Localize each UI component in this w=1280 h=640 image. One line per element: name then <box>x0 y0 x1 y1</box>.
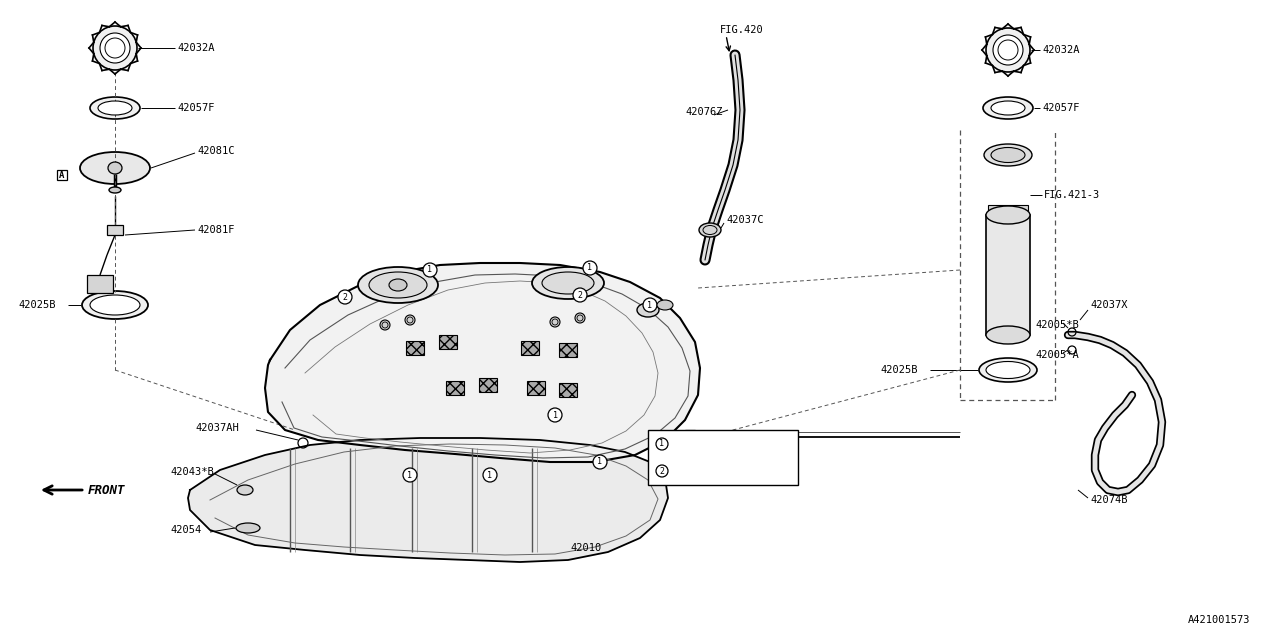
Bar <box>108 225 123 235</box>
Ellipse shape <box>237 485 253 495</box>
Circle shape <box>380 320 390 330</box>
Text: 42054: 42054 <box>170 525 201 535</box>
Bar <box>685 430 695 440</box>
Ellipse shape <box>369 272 428 298</box>
Polygon shape <box>265 263 700 462</box>
Bar <box>527 381 545 395</box>
Ellipse shape <box>109 187 122 193</box>
Text: 42010: 42010 <box>570 543 602 553</box>
Ellipse shape <box>79 152 150 184</box>
Circle shape <box>483 468 497 482</box>
Ellipse shape <box>986 28 1030 72</box>
Text: 42081C: 42081C <box>197 146 234 156</box>
Text: 42057F: 42057F <box>1042 103 1079 113</box>
Circle shape <box>593 455 607 469</box>
Circle shape <box>657 465 668 477</box>
Text: FRONT: FRONT <box>88 483 125 497</box>
Text: 1: 1 <box>407 470 412 479</box>
Ellipse shape <box>657 300 673 310</box>
Text: 1: 1 <box>428 266 433 275</box>
Text: 42076Z: 42076Z <box>685 107 722 117</box>
Circle shape <box>575 313 585 323</box>
Text: 42005*B: 42005*B <box>1036 320 1079 330</box>
Circle shape <box>338 290 352 304</box>
Ellipse shape <box>358 267 438 303</box>
Text: 42037AH: 42037AH <box>195 423 239 433</box>
Ellipse shape <box>389 279 407 291</box>
Text: 42043J: 42043J <box>682 439 719 449</box>
Polygon shape <box>188 438 668 562</box>
Circle shape <box>404 315 415 325</box>
Text: 42005*A: 42005*A <box>1036 350 1079 360</box>
Ellipse shape <box>637 303 659 317</box>
Circle shape <box>550 317 561 327</box>
Text: 42081F: 42081F <box>197 225 234 235</box>
Circle shape <box>548 408 562 422</box>
Ellipse shape <box>991 147 1025 163</box>
Circle shape <box>643 298 657 312</box>
Text: 42025B: 42025B <box>18 300 55 310</box>
Text: 2: 2 <box>659 467 664 476</box>
Bar <box>559 383 577 397</box>
Text: 42037C: 42037C <box>726 215 763 225</box>
Text: 1: 1 <box>648 301 653 310</box>
Ellipse shape <box>541 272 594 294</box>
Ellipse shape <box>991 101 1025 115</box>
Ellipse shape <box>108 162 122 174</box>
Ellipse shape <box>93 26 137 70</box>
Ellipse shape <box>100 33 131 63</box>
Ellipse shape <box>532 267 604 299</box>
Circle shape <box>403 468 417 482</box>
Bar <box>479 378 497 392</box>
Text: 2: 2 <box>343 292 347 301</box>
Text: 1: 1 <box>659 440 664 449</box>
Text: A421001573: A421001573 <box>1188 615 1251 625</box>
Text: 1: 1 <box>588 264 593 273</box>
Circle shape <box>422 263 436 277</box>
Text: 42032A: 42032A <box>177 43 215 53</box>
Ellipse shape <box>986 326 1030 344</box>
Ellipse shape <box>99 101 132 115</box>
Text: FIG.421-3: FIG.421-3 <box>1044 190 1101 200</box>
Bar <box>521 341 539 355</box>
Bar <box>988 205 1028 215</box>
Ellipse shape <box>236 523 260 533</box>
Bar <box>58 170 67 180</box>
Text: FIG.420: FIG.420 <box>719 25 764 35</box>
Circle shape <box>657 438 668 450</box>
Text: 1: 1 <box>553 410 558 419</box>
Bar <box>87 275 113 293</box>
Text: 42025B: 42025B <box>881 365 918 375</box>
Bar <box>439 335 457 349</box>
Bar <box>986 215 1030 335</box>
Text: 42043*B: 42043*B <box>170 467 214 477</box>
Ellipse shape <box>993 35 1023 65</box>
Ellipse shape <box>90 97 140 119</box>
Bar <box>445 381 465 395</box>
Text: A: A <box>59 170 65 179</box>
Text: 42032A: 42032A <box>1042 45 1079 55</box>
Ellipse shape <box>983 97 1033 119</box>
Ellipse shape <box>82 291 148 319</box>
Bar <box>559 343 577 357</box>
Text: 2: 2 <box>577 291 582 300</box>
Ellipse shape <box>699 223 721 237</box>
Ellipse shape <box>979 358 1037 382</box>
Text: 1: 1 <box>598 458 603 467</box>
Ellipse shape <box>984 144 1032 166</box>
Text: A: A <box>687 431 692 440</box>
Text: 42074H: 42074H <box>707 430 744 440</box>
Text: 42037X: 42037X <box>1091 300 1128 310</box>
Text: 42074B: 42074B <box>1091 495 1128 505</box>
Text: 42057F: 42057F <box>177 103 215 113</box>
Text: 42043*A: 42043*A <box>682 466 726 476</box>
Ellipse shape <box>986 206 1030 224</box>
Text: 1: 1 <box>488 470 493 479</box>
Bar <box>406 341 424 355</box>
Circle shape <box>573 288 588 302</box>
Bar <box>648 430 797 485</box>
Circle shape <box>582 261 596 275</box>
Ellipse shape <box>90 295 140 315</box>
Ellipse shape <box>986 362 1030 378</box>
